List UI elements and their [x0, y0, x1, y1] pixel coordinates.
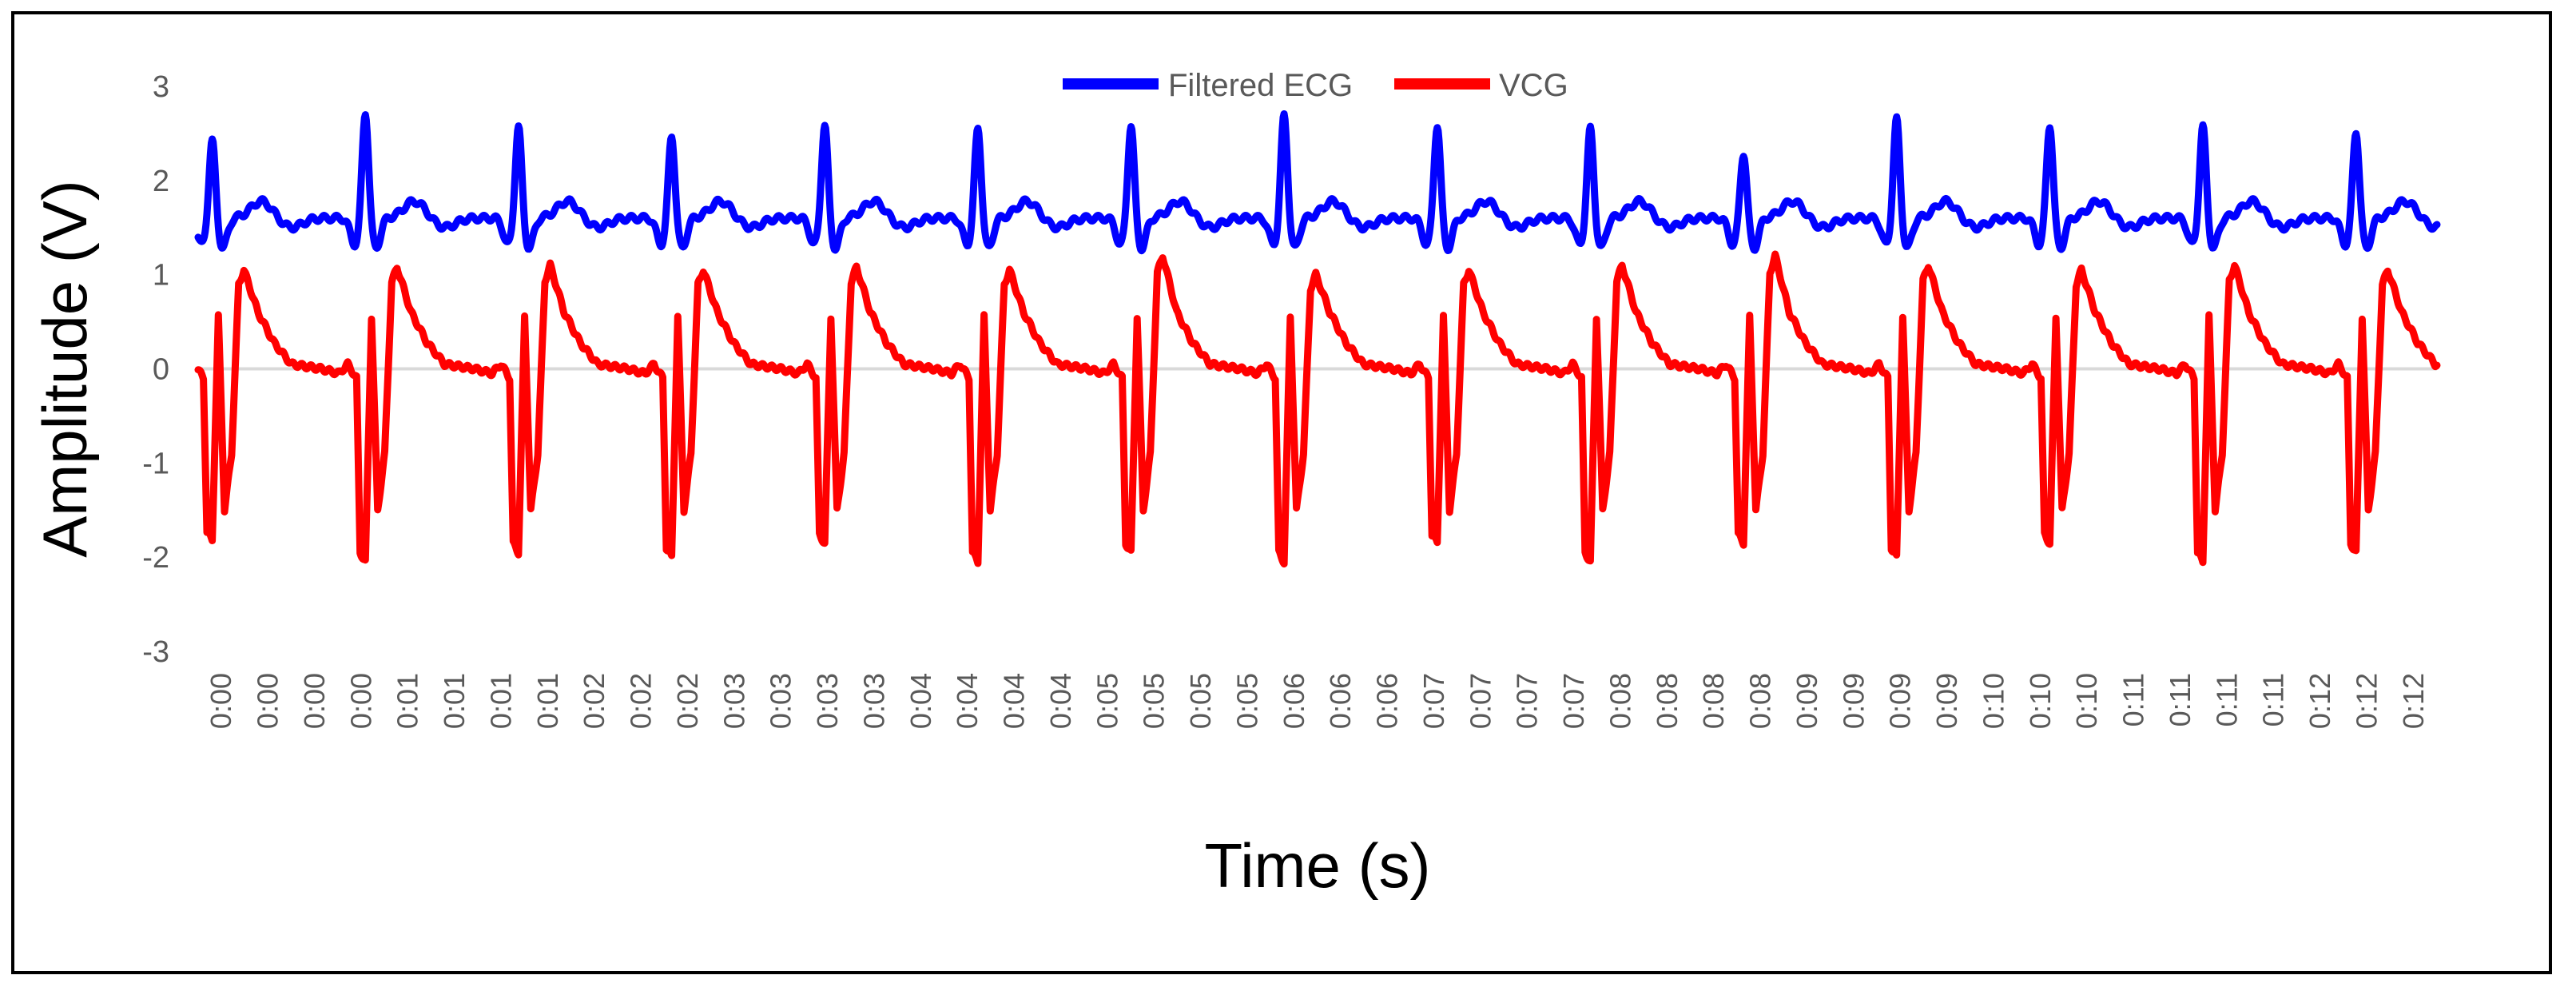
- x-tick-label: 0:07: [1417, 673, 1450, 729]
- x-tick-label: 0:07: [1557, 673, 1590, 729]
- x-tick-label: 0:09: [1837, 673, 1870, 729]
- y-tick-label: 0: [153, 353, 169, 387]
- legend-label-vcg: VCG: [1499, 68, 1568, 103]
- x-tick-label: 0:00: [344, 673, 377, 729]
- x-tick-label: 0:08: [1744, 673, 1777, 729]
- x-tick-label: 0:02: [578, 673, 610, 729]
- x-tick-label: 0:08: [1651, 673, 1684, 729]
- x-tick-label: 0:09: [1930, 673, 1963, 729]
- y-tick-label: -3: [142, 635, 169, 669]
- x-tick-label: 0:05: [1230, 673, 1263, 729]
- x-tick-label: 0:11: [2164, 673, 2196, 726]
- series-layer: [194, 110, 2441, 568]
- x-tick-label: 0:01: [484, 673, 517, 729]
- x-tick-label: 0:08: [1604, 673, 1636, 729]
- x-axis-title: Time (s): [1204, 830, 1430, 901]
- x-tick-label: 0:10: [1977, 673, 2010, 729]
- x-tick-label: 0:04: [1044, 673, 1077, 729]
- x-tick-label: 0:05: [1184, 673, 1217, 729]
- y-axis-ticks: 3 2 1 0 -1 -2 -3: [142, 70, 169, 669]
- x-tick-label: 0:02: [625, 673, 658, 729]
- x-tick-label: 0:09: [1791, 673, 1823, 729]
- y-axis-title: Amplitude (V): [30, 180, 100, 558]
- series-line-vcg: [194, 250, 2441, 568]
- x-tick-label: 0:08: [1697, 673, 1730, 729]
- x-axis-ticks: 0:00 0:00 0:00 0:00 0:01 0:01 0:01 0:01 0:02 0:02…: [205, 673, 2430, 729]
- x-tick-label: 0:04: [904, 673, 937, 729]
- x-tick-label: 0:01: [392, 673, 424, 729]
- x-tick-label: 0:06: [1324, 673, 1357, 729]
- x-tick-label: 0:10: [2070, 673, 2103, 729]
- x-tick-label: 0:02: [671, 673, 704, 729]
- x-tick-label: 0:06: [1278, 673, 1310, 729]
- x-tick-label: 0:06: [1371, 673, 1404, 729]
- x-tick-label: 0:11: [2210, 673, 2243, 726]
- x-tick-label: 0:00: [298, 673, 331, 729]
- legend: Filtered ECG VCG: [1063, 68, 1568, 103]
- x-tick-label: 0:04: [951, 673, 984, 729]
- x-tick-label: 0:05: [1138, 673, 1171, 729]
- x-tick-label: 0:00: [252, 673, 284, 729]
- x-tick-label: 0:00: [205, 673, 237, 729]
- x-tick-label: 0:01: [438, 673, 471, 729]
- x-tick-label: 0:07: [1511, 673, 1544, 729]
- series-line-filtered-ecg: [194, 110, 2441, 255]
- x-tick-label: 0:03: [765, 673, 797, 729]
- x-tick-label: 0:12: [2350, 673, 2383, 729]
- y-tick-label: -2: [142, 541, 169, 575]
- x-tick-label: 0:07: [1464, 673, 1497, 729]
- x-tick-label: 0:04: [998, 673, 1031, 729]
- x-tick-label: 0:12: [2397, 673, 2430, 729]
- x-tick-label: 0:03: [857, 673, 890, 729]
- y-tick-label: -1: [142, 447, 169, 480]
- y-tick-label: 3: [153, 70, 169, 104]
- x-tick-label: 0:01: [531, 673, 564, 729]
- legend-label-filtered-ecg: Filtered ECG: [1168, 68, 1353, 103]
- x-tick-label: 0:05: [1091, 673, 1123, 729]
- x-tick-label: 0:11: [2257, 673, 2290, 726]
- x-tick-label: 0:10: [2024, 673, 2057, 729]
- y-tick-label: 2: [153, 165, 169, 198]
- x-tick-label: 0:11: [2117, 673, 2150, 726]
- x-tick-label: 0:03: [811, 673, 844, 729]
- x-tick-label: 0:03: [718, 673, 750, 729]
- y-tick-label: 1: [153, 259, 169, 293]
- x-tick-label: 0:12: [2304, 673, 2336, 729]
- x-tick-label: 0:09: [1884, 673, 1917, 729]
